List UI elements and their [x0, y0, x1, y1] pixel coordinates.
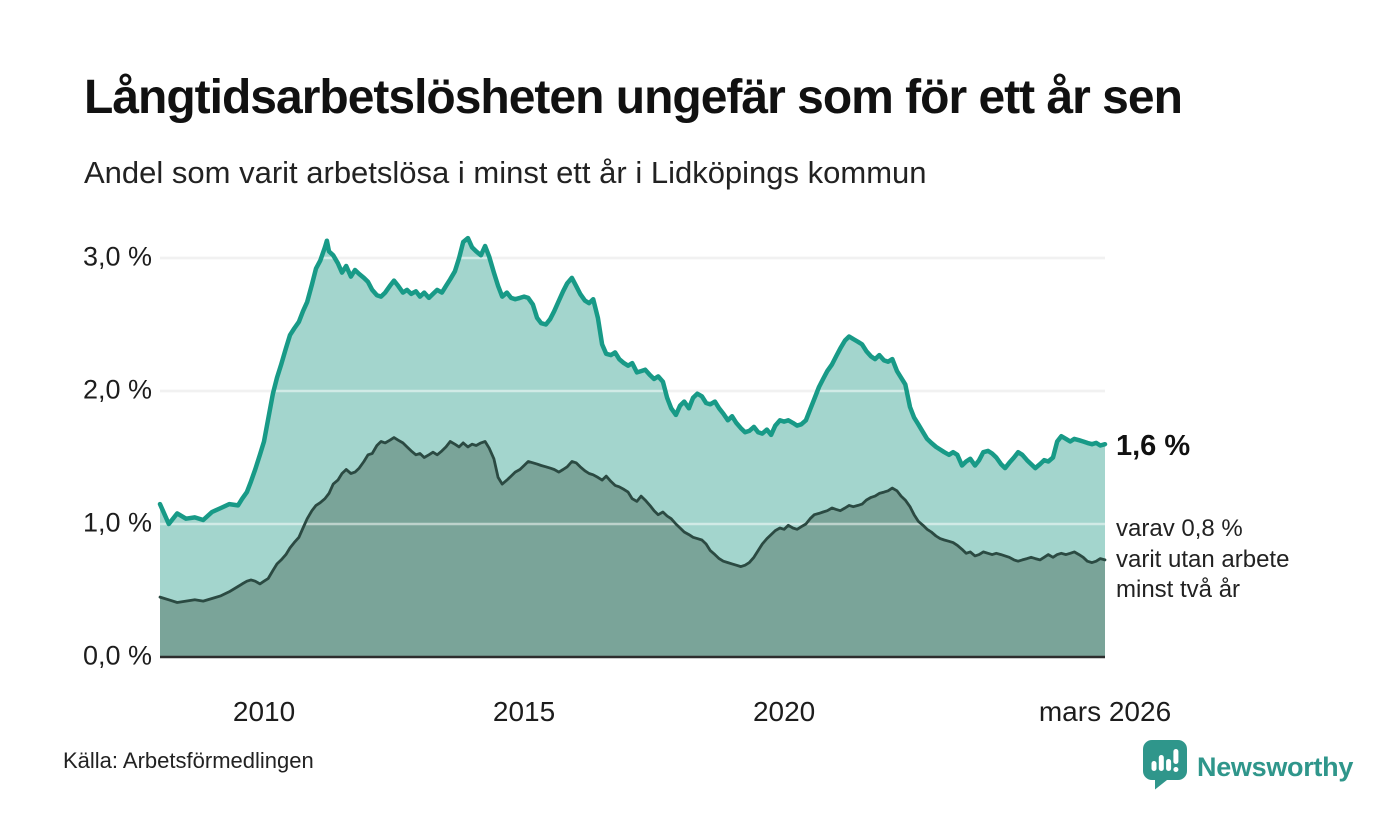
line-minst-ett-ar	[157, 235, 1108, 527]
series-end-note-line: varav 0,8 %	[1116, 515, 1243, 542]
brand-lockup: Newsworthy	[1143, 740, 1353, 795]
x-tick-label: 2020	[752, 696, 816, 727]
page-subtitle: Andel som varit arbetslösa i minst ett å…	[84, 155, 927, 190]
page-title: Långtidsarbetslösheten ungefär som för e…	[84, 71, 1183, 124]
series-end-note: varav 0,8 % varit utan arbete minst två …	[1116, 514, 1289, 606]
brand-name: Newsworthy	[1197, 752, 1354, 782]
y-tick-label: 2,0 %	[82, 374, 152, 405]
y-tick-label: 3,0 %	[82, 241, 152, 272]
newsworthy-logo-icon	[1143, 740, 1187, 795]
line-minst-tva-ar	[158, 436, 1107, 604]
series-end-note-line: minst två år	[1116, 576, 1241, 604]
area-fill-minst-tva-ar	[160, 437, 1105, 657]
x-tick-label: mars 2026	[1038, 696, 1172, 727]
y-tick-label: 0,0 %	[82, 640, 152, 671]
y-tick-label: 1,0 %	[82, 507, 152, 538]
x-tick-label: 2010	[232, 696, 296, 727]
x-tick-label: 2015	[492, 696, 556, 727]
source-note: Källa: Arbetsförmedlingen	[63, 748, 314, 773]
series-end-value-label: 1,6 %	[1116, 430, 1191, 462]
series-end-note-line: varit utan arbete	[1116, 545, 1290, 573]
